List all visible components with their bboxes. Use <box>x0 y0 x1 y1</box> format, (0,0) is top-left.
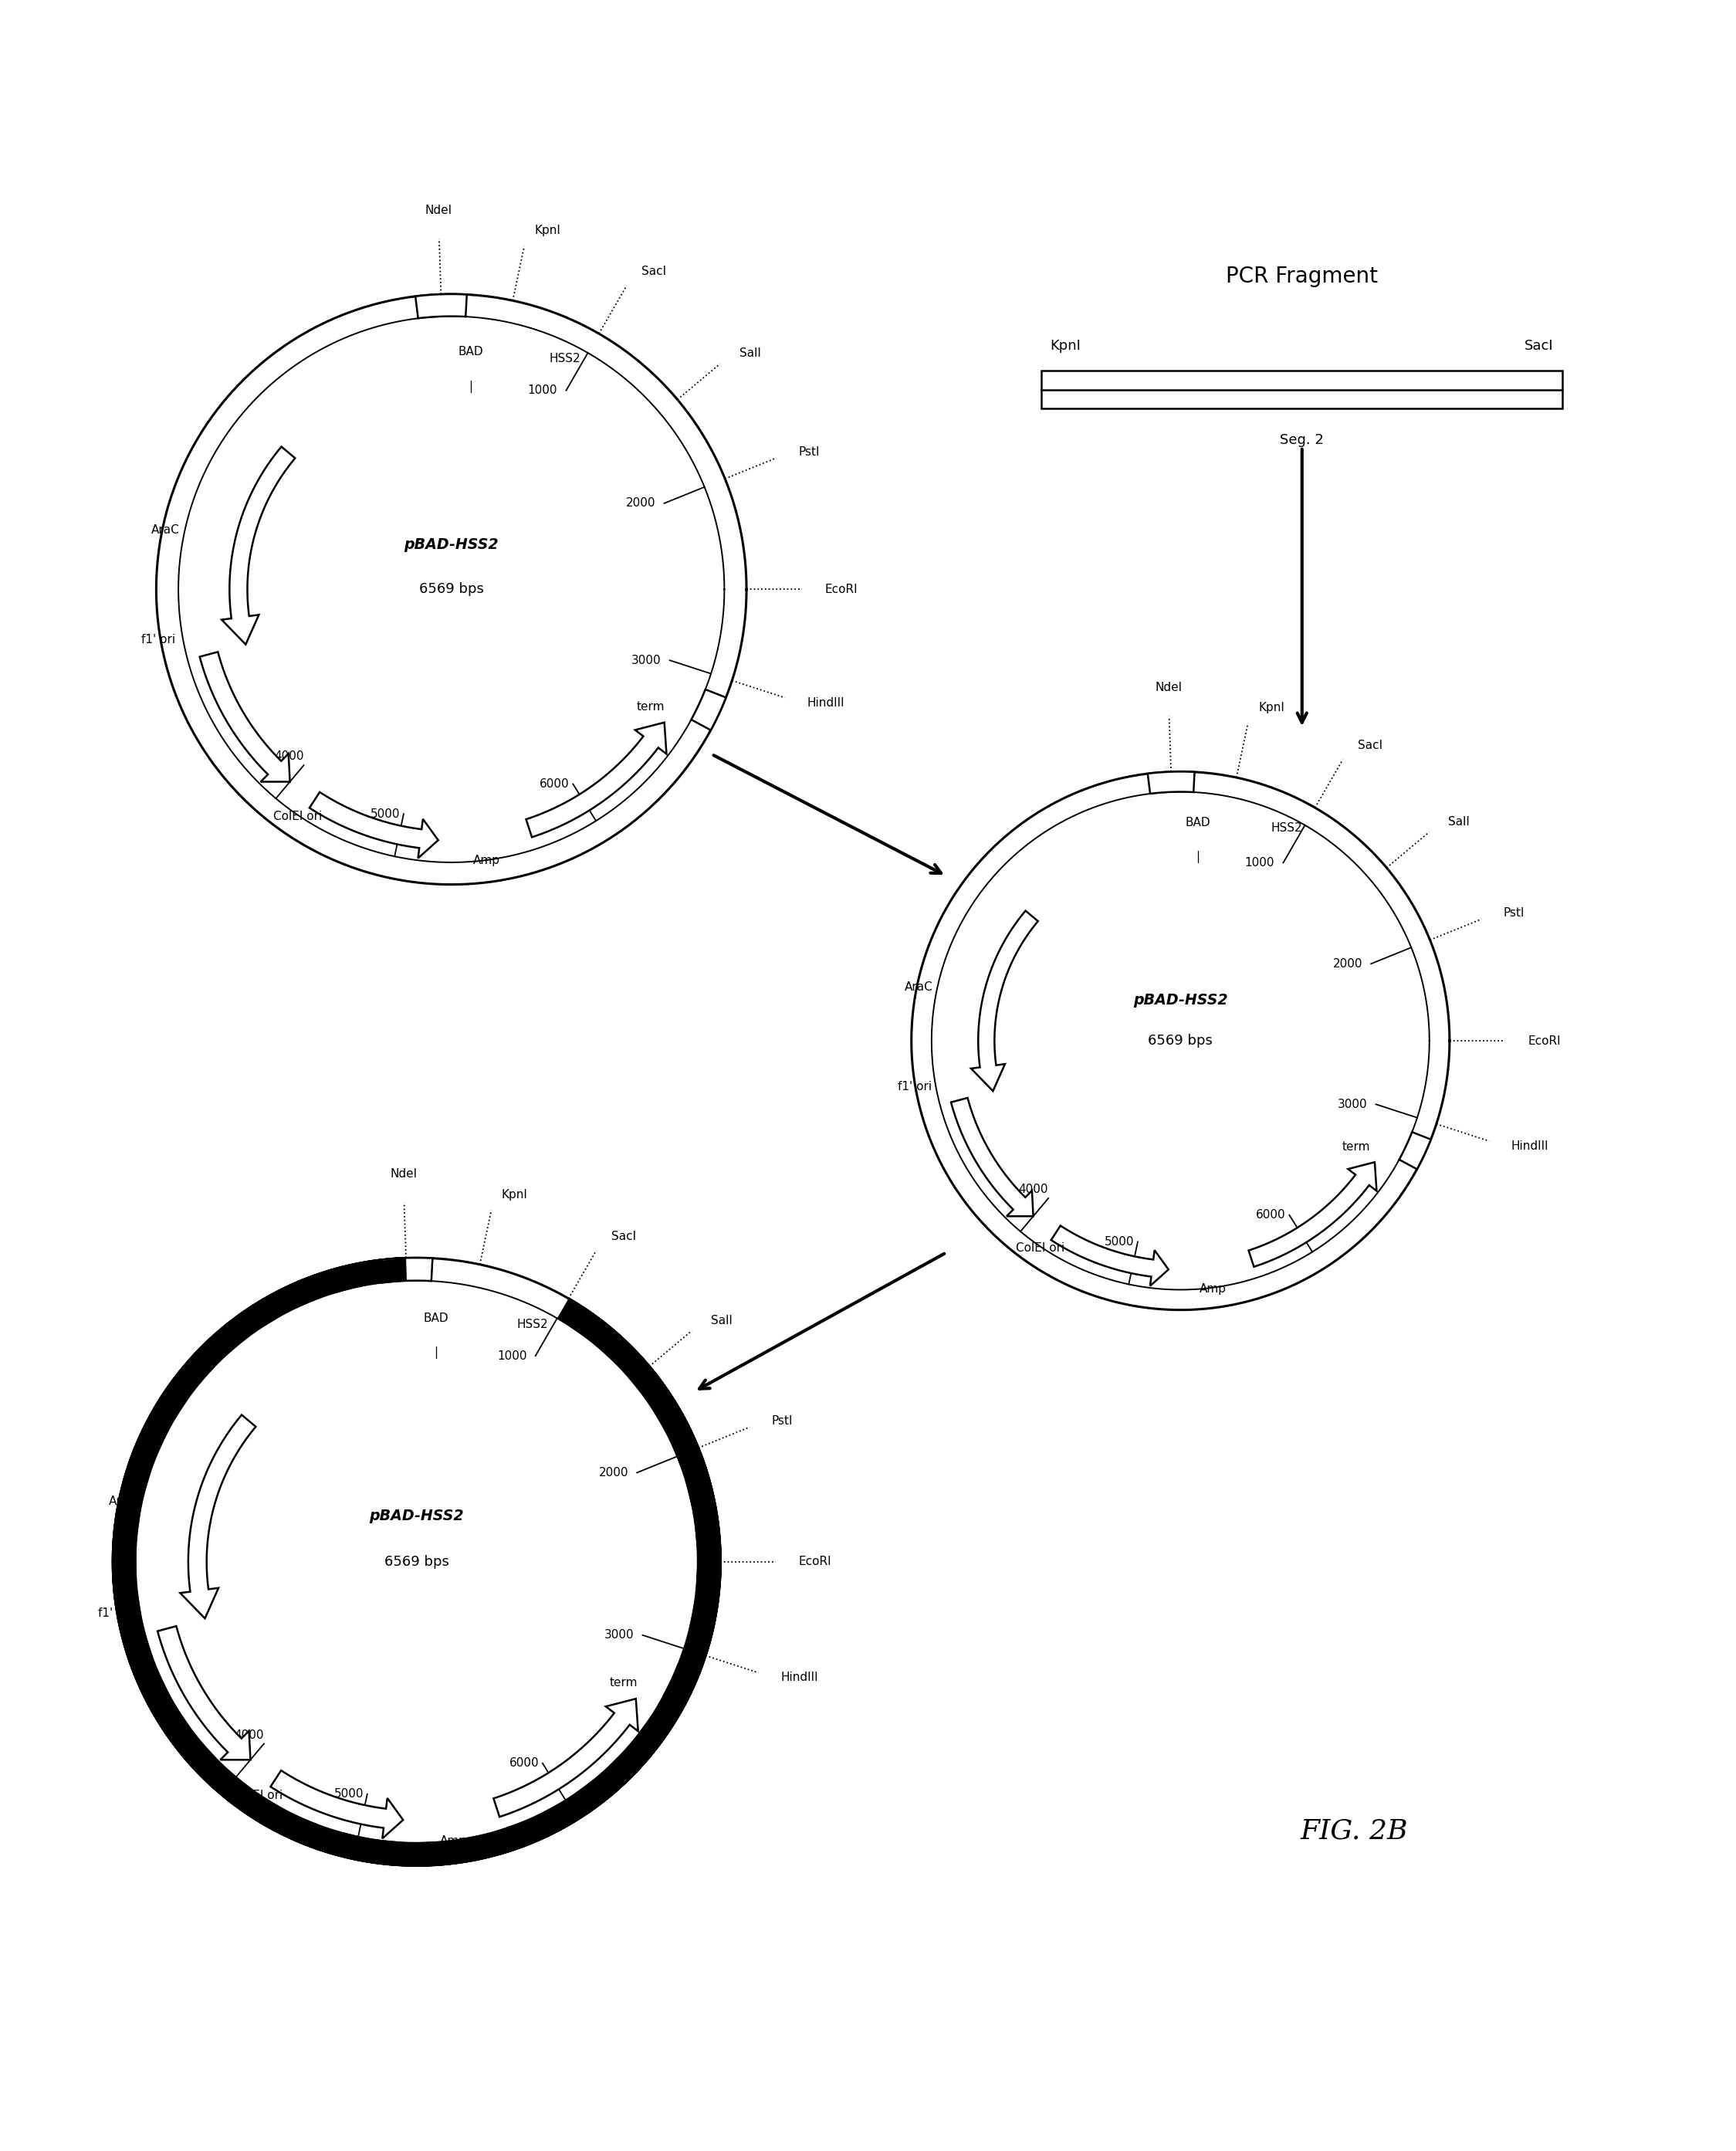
Text: 2000: 2000 <box>599 1467 628 1478</box>
Text: |: | <box>469 381 472 394</box>
Text: KpnI: KpnI <box>1259 701 1285 714</box>
Text: KpnI: KpnI <box>502 1190 528 1200</box>
Text: Amp: Amp <box>1200 1282 1226 1295</box>
Text: 1000: 1000 <box>1245 856 1274 869</box>
Polygon shape <box>526 723 667 837</box>
Text: SacI: SacI <box>642 267 667 277</box>
Text: HindIII: HindIII <box>1512 1140 1549 1151</box>
Text: pBAD-HSS2: pBAD-HSS2 <box>404 538 498 553</box>
Text: BAD: BAD <box>458 346 483 357</box>
Polygon shape <box>663 1665 700 1706</box>
Text: 6000: 6000 <box>540 779 569 789</box>
Text: f1' ori: f1' ori <box>97 1607 132 1620</box>
Text: 1000: 1000 <box>496 1351 526 1362</box>
Polygon shape <box>970 910 1038 1091</box>
Text: SacI: SacI <box>611 1230 635 1243</box>
Text: PstI: PstI <box>799 445 819 458</box>
Text: 6569 bps: 6569 bps <box>1147 1035 1213 1048</box>
Polygon shape <box>309 792 437 858</box>
Text: 6569 bps: 6569 bps <box>418 583 484 596</box>
Text: SalI: SalI <box>1448 815 1470 828</box>
Text: KpnI: KpnI <box>535 226 561 237</box>
Text: EcoRI: EcoRI <box>1528 1035 1561 1048</box>
Text: ColEI ori: ColEI ori <box>1016 1243 1064 1254</box>
Polygon shape <box>113 1258 720 1865</box>
Text: NdeI: NdeI <box>1154 682 1182 693</box>
Polygon shape <box>1248 1162 1377 1267</box>
Text: f1' ori: f1' ori <box>141 635 175 645</box>
Text: 6000: 6000 <box>1257 1209 1286 1222</box>
Text: HindIII: HindIII <box>807 697 844 708</box>
Polygon shape <box>1050 1226 1168 1286</box>
Text: PstI: PstI <box>1503 908 1524 918</box>
Text: term: term <box>637 701 665 712</box>
Polygon shape <box>222 447 295 645</box>
Text: HSS2: HSS2 <box>1271 822 1302 835</box>
Text: BAD: BAD <box>424 1312 450 1323</box>
Polygon shape <box>380 1258 432 1282</box>
Text: BAD: BAD <box>1186 817 1210 828</box>
Text: PCR Fragment: PCR Fragment <box>1226 267 1378 288</box>
Bar <box>1042 370 1562 409</box>
Polygon shape <box>200 652 290 781</box>
Text: Amp: Amp <box>474 854 500 867</box>
Text: pBAD-HSS2: pBAD-HSS2 <box>1134 994 1227 1007</box>
Text: NdeI: NdeI <box>391 1168 417 1179</box>
Text: |: | <box>434 1347 437 1359</box>
Text: KpnI: KpnI <box>1050 340 1082 353</box>
Text: NdeI: NdeI <box>425 204 451 215</box>
Text: 3000: 3000 <box>1337 1099 1368 1110</box>
Text: 1000: 1000 <box>528 385 557 396</box>
Text: Seg. 2: Seg. 2 <box>1279 432 1325 447</box>
Polygon shape <box>415 295 467 318</box>
Text: ColEI ori: ColEI ori <box>274 811 323 822</box>
Text: SalI: SalI <box>740 348 760 359</box>
Text: |: | <box>1196 852 1200 863</box>
Text: 5000: 5000 <box>370 809 401 820</box>
Text: HSS2: HSS2 <box>517 1319 549 1331</box>
Text: pBAD-HSS2: pBAD-HSS2 <box>370 1508 464 1523</box>
Text: HSS2: HSS2 <box>549 353 580 364</box>
Text: AraC: AraC <box>109 1495 137 1506</box>
Text: 2000: 2000 <box>627 497 656 510</box>
Text: HindIII: HindIII <box>781 1671 818 1684</box>
Polygon shape <box>271 1770 403 1839</box>
Text: 4000: 4000 <box>234 1729 264 1740</box>
Polygon shape <box>1399 1131 1430 1170</box>
Text: 3000: 3000 <box>604 1628 634 1641</box>
Text: PstI: PstI <box>771 1415 793 1426</box>
Text: EcoRI: EcoRI <box>799 1555 832 1568</box>
Text: 6569 bps: 6569 bps <box>384 1555 450 1568</box>
Text: AraC: AraC <box>151 525 181 536</box>
Text: SalI: SalI <box>712 1314 733 1327</box>
Text: 5000: 5000 <box>333 1787 365 1800</box>
Text: SacI: SacI <box>1524 340 1554 353</box>
Text: AraC: AraC <box>904 981 932 994</box>
Polygon shape <box>493 1699 639 1818</box>
Text: FIG. 2B: FIG. 2B <box>1300 1818 1408 1843</box>
Text: term: term <box>1342 1142 1370 1153</box>
Polygon shape <box>1147 772 1194 794</box>
Polygon shape <box>181 1415 255 1618</box>
Text: ColEI ori: ColEI ori <box>234 1790 283 1800</box>
Text: Amp: Amp <box>439 1835 467 1848</box>
Text: f1' ori: f1' ori <box>898 1080 932 1093</box>
Text: term: term <box>609 1678 639 1689</box>
Text: 4000: 4000 <box>1019 1183 1049 1196</box>
Text: SacI: SacI <box>1358 740 1382 751</box>
Polygon shape <box>951 1097 1033 1215</box>
Polygon shape <box>691 688 726 729</box>
Text: 4000: 4000 <box>274 751 304 761</box>
Text: 6000: 6000 <box>509 1757 540 1768</box>
Text: 3000: 3000 <box>632 654 661 667</box>
Text: 5000: 5000 <box>1104 1237 1134 1248</box>
Text: EcoRI: EcoRI <box>825 583 858 596</box>
Polygon shape <box>158 1626 250 1760</box>
Text: 2000: 2000 <box>1333 957 1363 970</box>
